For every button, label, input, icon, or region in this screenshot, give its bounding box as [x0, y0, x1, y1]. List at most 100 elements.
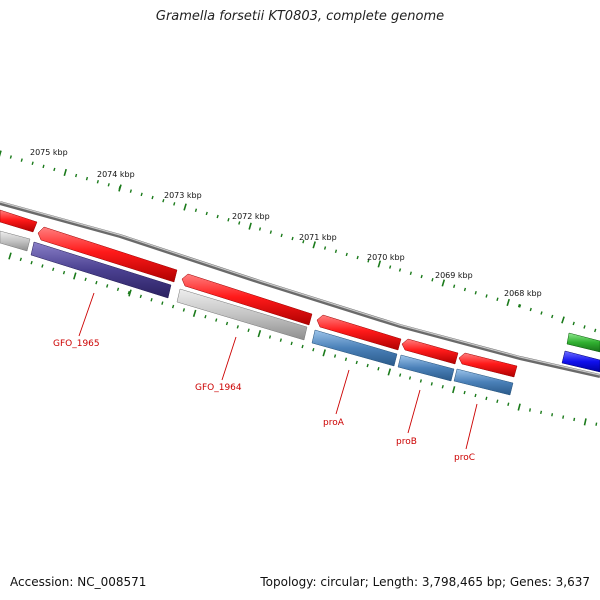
major-tick [248, 222, 252, 230]
reverse-gene-edge[interactable] [561, 350, 600, 373]
scale-label-2071: 2071 kbp [299, 233, 337, 242]
minor-tick [31, 161, 34, 165]
minor-tick [127, 290, 130, 295]
minor-tick [301, 344, 304, 349]
major-tick [561, 316, 565, 324]
minor-tick [453, 284, 456, 288]
minor-tick [463, 390, 466, 395]
minor-tick [62, 270, 66, 275]
reverse-gene-gfo1965[interactable] [30, 241, 172, 299]
major-tick [183, 203, 187, 211]
major-tick [128, 289, 132, 297]
forward-gene[interactable] [0, 209, 38, 233]
minor-tick [162, 198, 165, 203]
minor-tick [30, 260, 33, 265]
minor-tick [227, 218, 230, 222]
minor-tick [269, 230, 272, 234]
minor-tick [215, 318, 218, 322]
scale-label-2072: 2072 kbp [232, 212, 270, 221]
minor-tick [52, 267, 55, 272]
major-tick [441, 279, 446, 287]
minor-tick [85, 176, 89, 181]
minor-tick [474, 393, 477, 398]
minor-tick [247, 328, 250, 333]
minor-tick [334, 249, 338, 253]
minor-tick [268, 335, 272, 339]
major-tick [452, 386, 456, 394]
gene-label-proB[interactable]: proB [396, 437, 417, 447]
scale-label-2070: 2070 kbp [367, 253, 405, 262]
major-tick [0, 150, 2, 157]
major-tick [192, 309, 197, 317]
major-tick [118, 184, 122, 192]
forward-gene-edge[interactable] [566, 332, 600, 353]
gene-label-proA[interactable]: proA [323, 418, 345, 428]
major-tick [312, 241, 316, 249]
minor-tick [408, 376, 412, 380]
major-tick [73, 272, 77, 280]
forward-gene[interactable] [181, 273, 313, 326]
reverse-gene[interactable] [0, 230, 31, 252]
major-tick [517, 403, 521, 411]
minor-tick [540, 410, 543, 415]
minor-tick [323, 246, 327, 250]
reverse-gene-proA[interactable] [311, 329, 398, 367]
forward-strand-genes [0, 209, 600, 378]
gene-label-gfo1964[interactable]: GFO_1964 [195, 383, 242, 393]
minor-tick [9, 155, 12, 159]
reverse-strand-genes [0, 230, 600, 396]
minor-tick [95, 280, 98, 285]
reverse-gene-proB[interactable] [397, 354, 455, 382]
minor-tick [551, 314, 554, 319]
minor-tick [344, 357, 348, 361]
minor-tick [355, 360, 358, 365]
forward-gene[interactable] [316, 314, 402, 351]
minor-tick [182, 308, 186, 312]
minor-tick [19, 257, 22, 262]
scale-label-2068: 2068 kbp [504, 289, 542, 298]
minor-tick [290, 341, 293, 346]
reverse-gene-gfo1964[interactable] [176, 288, 308, 341]
scale-label-2073: 2073 kbp [164, 191, 202, 200]
gene-label-gfo1965[interactable]: GFO_1965 [53, 339, 100, 349]
minor-tick [258, 227, 262, 231]
minor-tick [562, 415, 565, 419]
minor-tick [236, 325, 239, 329]
minor-tick [594, 328, 597, 333]
scale-label-2074: 2074 kbp [97, 170, 135, 179]
major-tick [8, 252, 12, 260]
minor-tick [366, 363, 369, 368]
minor-tick [583, 325, 586, 329]
inner-scale-ticks [8, 252, 598, 426]
label-leaders [78, 292, 478, 450]
minor-tick [529, 408, 531, 412]
minor-tick [517, 303, 521, 308]
forward-gene[interactable] [401, 338, 459, 365]
minor-tick [419, 379, 422, 383]
minor-tick [53, 167, 56, 172]
minor-tick [463, 287, 467, 292]
minor-tick [485, 396, 488, 401]
minor-tick [441, 385, 444, 389]
minor-tick [280, 233, 283, 238]
minor-tick [529, 307, 532, 312]
reverse-gene-proC[interactable] [453, 368, 514, 396]
forward-gene[interactable] [37, 226, 178, 283]
minor-tick [171, 304, 175, 309]
minor-tick [333, 354, 337, 358]
major-tick [377, 260, 382, 268]
minor-tick [485, 294, 488, 298]
forward-gene[interactable] [458, 352, 518, 378]
minor-tick [345, 252, 348, 257]
minor-tick [367, 259, 370, 263]
minor-tick [356, 255, 359, 260]
minor-tick [430, 382, 433, 386]
minor-tick [194, 208, 198, 212]
genome-backbone-highlight [0, 201, 600, 376]
minor-tick [139, 294, 142, 299]
major-tick [506, 298, 510, 307]
minor-tick [279, 338, 282, 342]
gene-label-proC[interactable]: proC [454, 453, 475, 463]
minor-tick [595, 422, 598, 426]
